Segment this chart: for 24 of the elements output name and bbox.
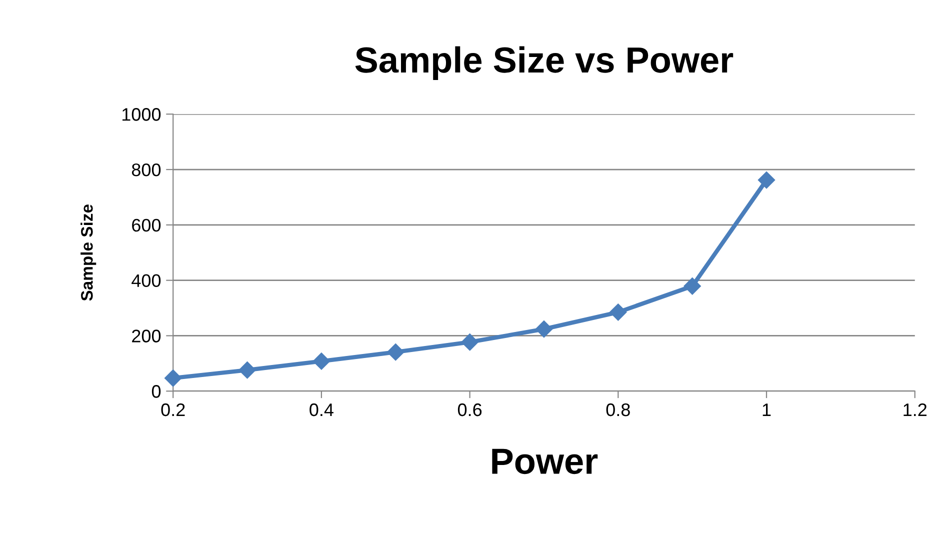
point <box>684 278 701 295</box>
x-tick-label: 0.8 <box>606 403 630 416</box>
x-tick-label: 1.2 <box>904 403 927 416</box>
y-axis-title: Sample Size <box>80 204 96 301</box>
point <box>164 370 182 387</box>
x-tick-label: 0.4 <box>310 403 334 416</box>
point <box>387 344 404 361</box>
point <box>758 172 776 189</box>
point <box>312 352 330 370</box>
point <box>461 334 478 351</box>
point <box>535 320 553 338</box>
x-tick-label: 1 <box>762 404 771 416</box>
chart-title: Sample Size vs Power <box>355 46 734 80</box>
x-axis-title: Power <box>492 448 598 474</box>
y-tick-label: 0 <box>152 385 161 398</box>
y-tick-label: 1000 <box>122 108 161 121</box>
x-tick-label: 0.6 <box>458 403 482 416</box>
point <box>610 304 627 321</box>
y-tick-label: 600 <box>132 218 161 232</box>
y-tick-label: 800 <box>132 163 161 176</box>
y-tick-label: 200 <box>132 330 161 342</box>
point <box>238 362 256 379</box>
x-tick-label: 0.2 <box>161 403 185 416</box>
y-tick-label: 400 <box>132 274 161 288</box>
